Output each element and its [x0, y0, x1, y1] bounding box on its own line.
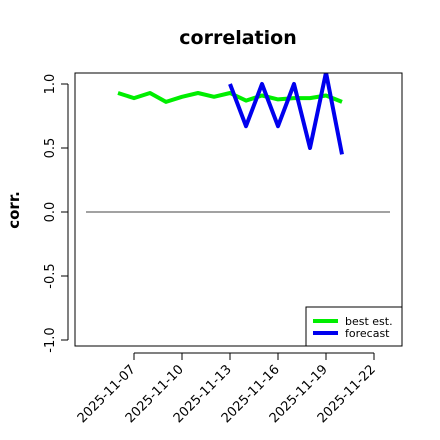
chart-title: correlation	[179, 27, 296, 49]
legend-label: best est.	[345, 315, 393, 328]
y-tick-label: 0.5	[43, 138, 58, 159]
series-line-best-est	[117, 91, 343, 104]
y-tick-label: -0.5	[43, 263, 58, 288]
y-axis-label: corr.	[5, 191, 23, 229]
x-axis: 2025-11-072025-11-102025-11-132025-11-16…	[75, 352, 379, 426]
y-axis: -1.0 -0.5 0.0 0.5 1.0	[43, 74, 69, 353]
y-tick-label: 1.0	[43, 74, 58, 95]
plot-frame	[74, 72, 403, 347]
legend: best est.forecast	[305, 306, 403, 347]
legend-label: forecast	[345, 327, 390, 340]
series-line-forecast	[228, 73, 344, 155]
series-layer	[117, 73, 344, 155]
legend-box	[305, 306, 403, 347]
y-tick-label: -1.0	[43, 327, 58, 352]
y-tick-label: 0.0	[43, 202, 58, 223]
